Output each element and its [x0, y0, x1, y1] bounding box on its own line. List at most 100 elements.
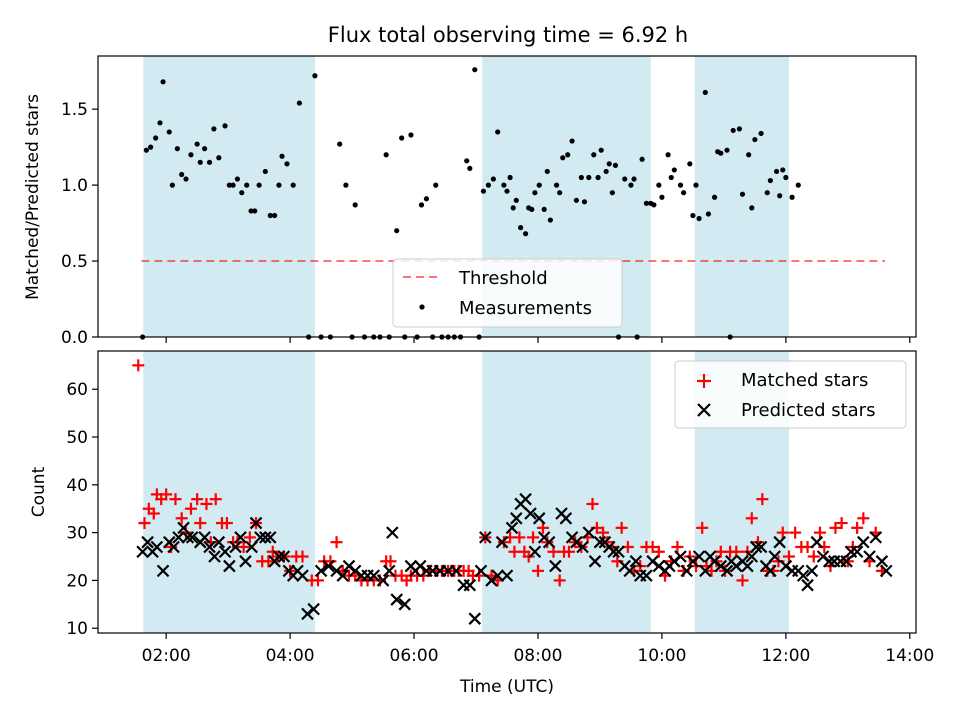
bottom-y-tick-label: 20 [66, 571, 88, 591]
measurement-point [222, 123, 228, 129]
measurement-point [183, 176, 189, 182]
measurement-point [197, 159, 203, 165]
predicted-point [519, 492, 532, 506]
x-tick-label: 14:00 [885, 646, 934, 666]
predicted-point [612, 545, 625, 559]
predicted-point-b [840, 555, 853, 568]
figure-title: Flux total observing time = 6.92 h [328, 23, 688, 47]
bottom-legend: Matched stars Predicted stars [674, 360, 907, 429]
bottom-y-tick-label: 30 [66, 524, 88, 544]
measurement-point [408, 132, 414, 138]
predicted-point [212, 535, 226, 549]
predicted-point-b [208, 550, 221, 563]
matched-point [615, 521, 628, 534]
predicted-point-b [249, 516, 263, 530]
predicted-point-b [239, 555, 252, 568]
measurement-point [296, 100, 303, 106]
measurement-point [541, 206, 547, 213]
predicted-point-b [322, 559, 335, 573]
predicted-point-b [810, 535, 824, 549]
measurement-point [230, 182, 236, 188]
measurement-point [773, 168, 780, 175]
predicted-point [879, 564, 893, 578]
measurement-point [532, 190, 538, 196]
predicted-point-b [277, 550, 291, 563]
predicted-point [203, 540, 216, 554]
predicted-point [263, 531, 277, 544]
predicted-point [468, 612, 482, 625]
top-y-tick-label: 0.0 [61, 328, 88, 348]
predicted-point-b [218, 545, 232, 559]
predicted-point-b [745, 550, 759, 563]
predicted-point [296, 569, 309, 582]
measurement-point [216, 155, 222, 161]
matched-point [184, 502, 197, 515]
matched-point [527, 531, 540, 544]
predicted-point [277, 550, 291, 563]
measurement-point [244, 182, 250, 188]
predicted-point-b [549, 559, 562, 573]
predicted-point [474, 564, 488, 578]
measurement-point [591, 152, 597, 158]
predicted-point [863, 550, 876, 563]
measurement-point [581, 199, 588, 205]
x-axis-label: Time (UTC) [459, 677, 554, 697]
matched-point [829, 521, 842, 534]
measurement-point [758, 130, 764, 137]
measurement-point [752, 136, 758, 143]
matched-point [243, 531, 256, 544]
predicted-point [875, 555, 889, 568]
measurement-point [665, 152, 671, 158]
predicted-point [398, 598, 412, 611]
measurement-point [290, 182, 296, 188]
measurement-point [586, 174, 592, 181]
measurement-point [598, 147, 604, 153]
predicted-point-b [582, 526, 596, 539]
measurement-point [690, 212, 696, 219]
predicted-point-b [680, 564, 693, 578]
measurement-point [522, 231, 529, 237]
matched-point [200, 497, 213, 510]
predicted-point [479, 531, 492, 544]
top-shaded-bands [143, 56, 789, 337]
measurement-point [718, 150, 724, 156]
observing-band [143, 56, 315, 337]
predicted-point-b [863, 550, 876, 563]
matched-point [194, 517, 207, 530]
measurement-point [696, 215, 702, 222]
measurement-point [480, 188, 487, 194]
predicted-point [593, 535, 607, 549]
predicted-point [322, 559, 335, 573]
predicted-point [532, 512, 546, 525]
matched-point [191, 493, 204, 506]
predicted-point-b [674, 550, 687, 563]
predicted-point [768, 550, 781, 563]
predicted-point-b [741, 559, 754, 573]
predicted-point-b [212, 535, 226, 549]
predicted-point [307, 602, 320, 616]
measurement-point [612, 162, 619, 168]
measurement-point [789, 194, 795, 200]
predicted-point-b [386, 526, 399, 539]
legend-matched-swatch [697, 374, 711, 388]
matched-point [237, 540, 250, 553]
measurement-point [668, 174, 674, 181]
measurement-point [780, 167, 786, 173]
measurement-point [284, 161, 290, 167]
predicted-point [542, 535, 556, 549]
predicted-point [150, 540, 164, 554]
predicted-point [198, 531, 211, 544]
measurement-point [472, 67, 478, 73]
predicted-point-b [528, 545, 542, 559]
measurement-point [507, 174, 513, 181]
measurement-point [211, 126, 217, 132]
predicted-point-b [234, 531, 247, 544]
measurement-point [513, 197, 519, 203]
predicted-point-b [764, 564, 777, 578]
count-panel: 10 20 30 40 50 60 02:00 04:00 06:00 08:00 10:00 12… [29, 350, 934, 697]
predicted-point-b [177, 521, 190, 535]
top-y-axis-label: Matched/Predicted stars [23, 94, 43, 300]
measurement-point [651, 202, 657, 208]
predicted-point-b [773, 535, 786, 549]
predicted-point-b [229, 540, 242, 554]
